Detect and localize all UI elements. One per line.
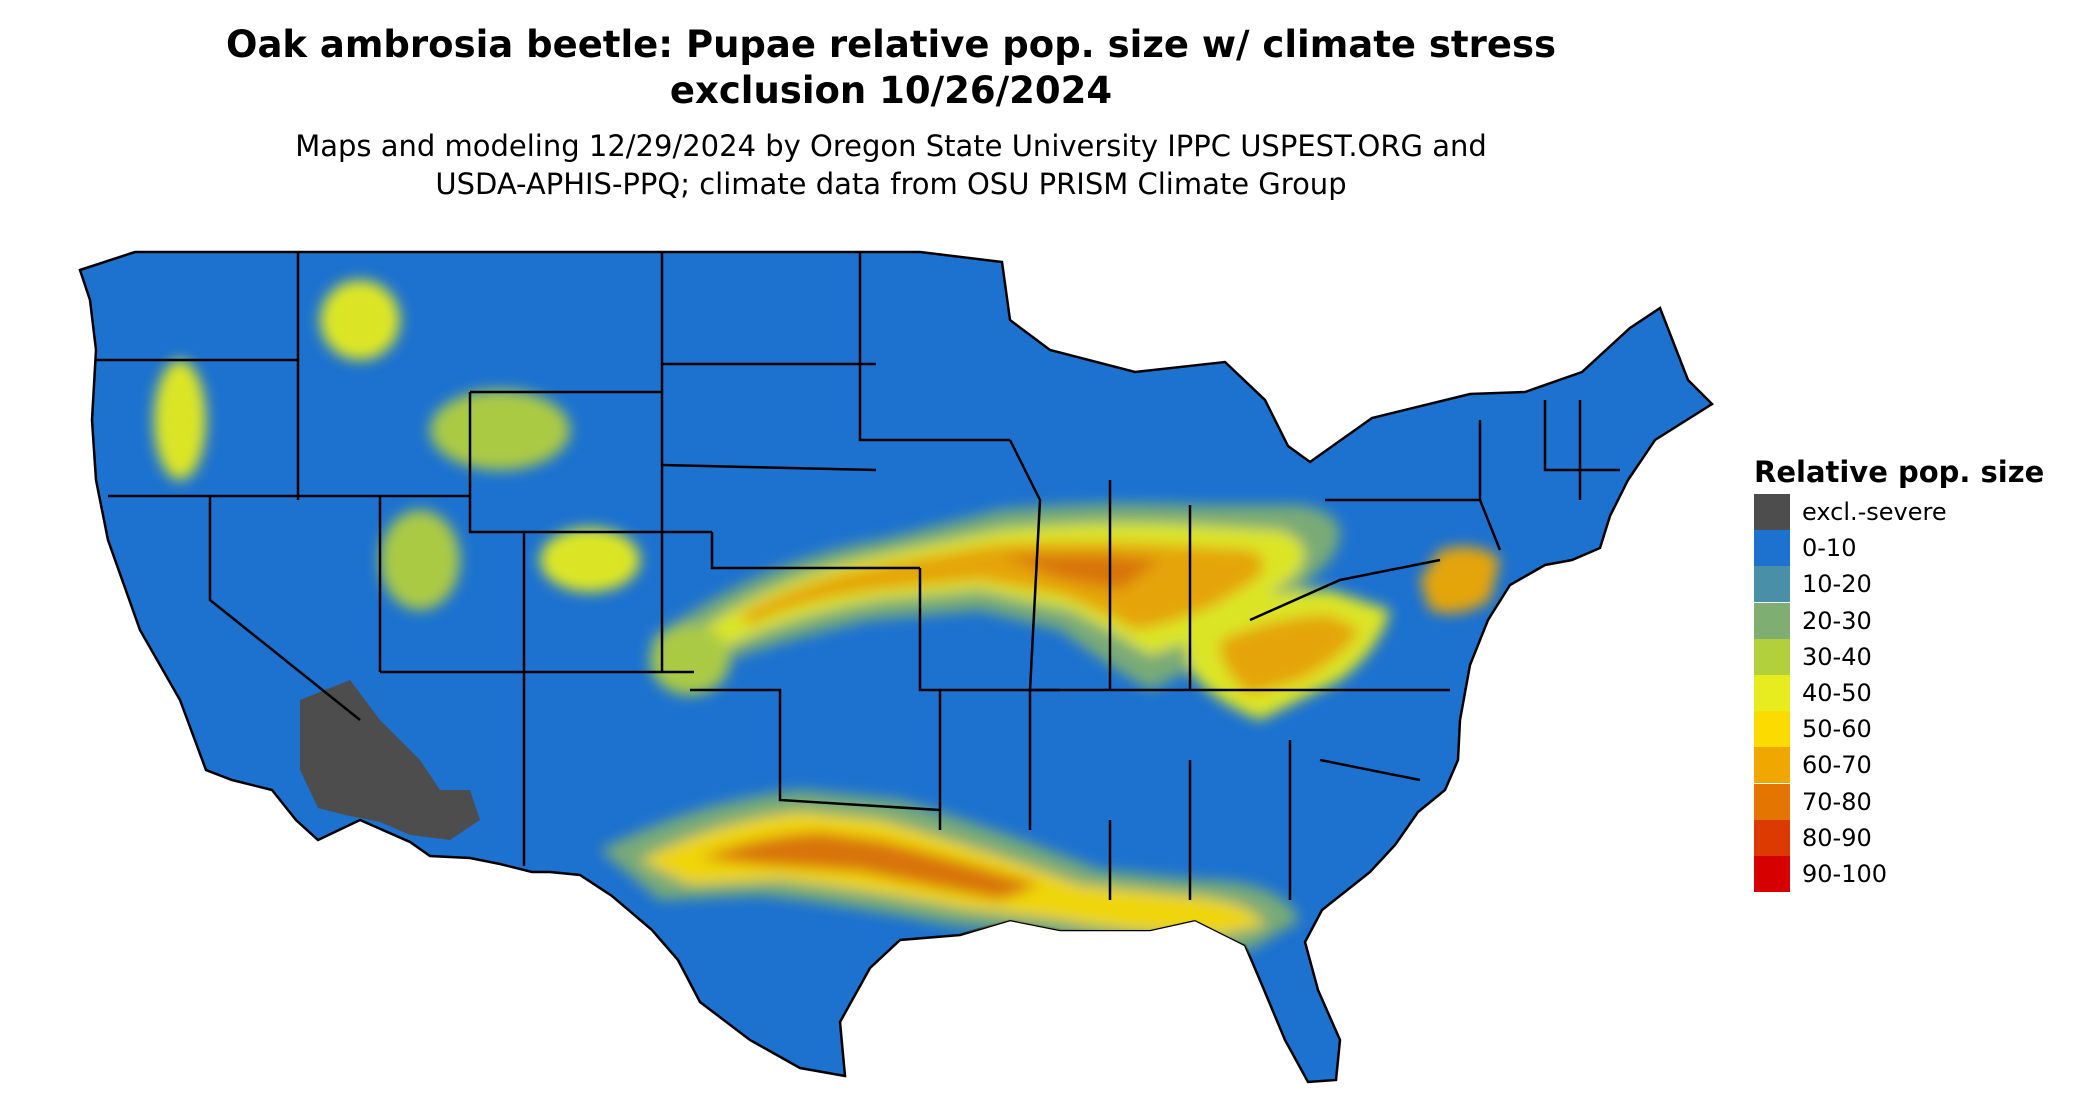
- legend-label: 70-80: [1802, 787, 1872, 816]
- us-landmass: [78, 250, 1714, 1084]
- band-west-patch-3: [380, 510, 460, 610]
- map-subtitle-line-1: Maps and modeling 12/29/2024 by Oregon S…: [295, 129, 1487, 163]
- population-bands: [154, 280, 1500, 951]
- legend-label: 50-60: [1802, 715, 1872, 744]
- band-appalachia-orange: [1220, 615, 1360, 695]
- band-south-orange: [700, 832, 1040, 900]
- us-outline: [78, 250, 1714, 1084]
- legend-swatch: [1754, 819, 1790, 856]
- map-title: Oak ambrosia beetle: Pupae relative pop.…: [160, 22, 1622, 114]
- band-midwest-red: [1000, 555, 1160, 590]
- legend-swatch: [1754, 711, 1790, 748]
- legend-label: excl.-severe: [1802, 498, 1947, 527]
- legend-swatch: [1754, 602, 1790, 639]
- legend-item: excl.-severe: [1754, 494, 2054, 531]
- map-title-line-1: Oak ambrosia beetle: Pupae relative pop.…: [226, 23, 1556, 66]
- legend-swatch: [1754, 494, 1790, 531]
- map-title-line-2: exclusion 10/26/2024: [669, 69, 1113, 112]
- legend: Relative pop. size excl.-severe 0-10 10-20…: [1754, 454, 2054, 892]
- legend-item: 60-70: [1754, 747, 2054, 784]
- legend-swatch: [1754, 530, 1790, 567]
- legend-item: 90-100: [1754, 855, 2054, 892]
- legend-label: 40-50: [1802, 679, 1872, 708]
- band-mid-atlantic: [1420, 546, 1500, 614]
- band-west-patch-2: [540, 528, 640, 592]
- legend-title: Relative pop. size: [1754, 455, 2045, 489]
- legend-item: 70-80: [1754, 783, 2054, 820]
- legend-label: 90-100: [1802, 859, 1888, 888]
- map-subtitle-line-2: USDA-APHIS-PPQ; climate data from OSU PR…: [435, 167, 1347, 201]
- legend-swatch: [1754, 675, 1790, 712]
- legend-swatch: [1754, 638, 1790, 675]
- legend-item: 30-40: [1754, 638, 2054, 675]
- legend-item: 50-60: [1754, 711, 2054, 748]
- map-subtitle: Maps and modeling 12/29/2024 by Oregon S…: [160, 127, 1622, 203]
- legend-label: 60-70: [1802, 751, 1872, 780]
- legend-label: 80-90: [1802, 823, 1872, 852]
- legend-items: excl.-severe 0-10 10-20 20-30 30-40 40-50 50-6…: [1754, 494, 2054, 892]
- legend-swatch: [1754, 747, 1790, 784]
- band-west-patch-5: [320, 280, 400, 360]
- legend-item: 20-30: [1754, 602, 2054, 639]
- legend-item: 40-50: [1754, 675, 2054, 712]
- band-west-patch-4: [154, 360, 206, 480]
- legend-item: 10-20: [1754, 566, 2054, 603]
- legend-label: 10-20: [1802, 570, 1872, 599]
- legend-item: 80-90: [1754, 819, 2054, 856]
- legend-swatch: [1754, 855, 1790, 892]
- band-west-patch-1: [430, 390, 570, 470]
- excluded-region-southwest: [300, 680, 480, 840]
- legend-label: 0-10: [1802, 534, 1857, 563]
- legend-swatch: [1754, 783, 1790, 820]
- legend-label: 30-40: [1802, 642, 1872, 671]
- legend-swatch: [1754, 566, 1790, 603]
- state-borders: [96, 252, 1620, 900]
- band-west-patch-6: [650, 625, 730, 695]
- legend-label: 20-30: [1802, 606, 1872, 635]
- legend-item: 0-10: [1754, 530, 2054, 567]
